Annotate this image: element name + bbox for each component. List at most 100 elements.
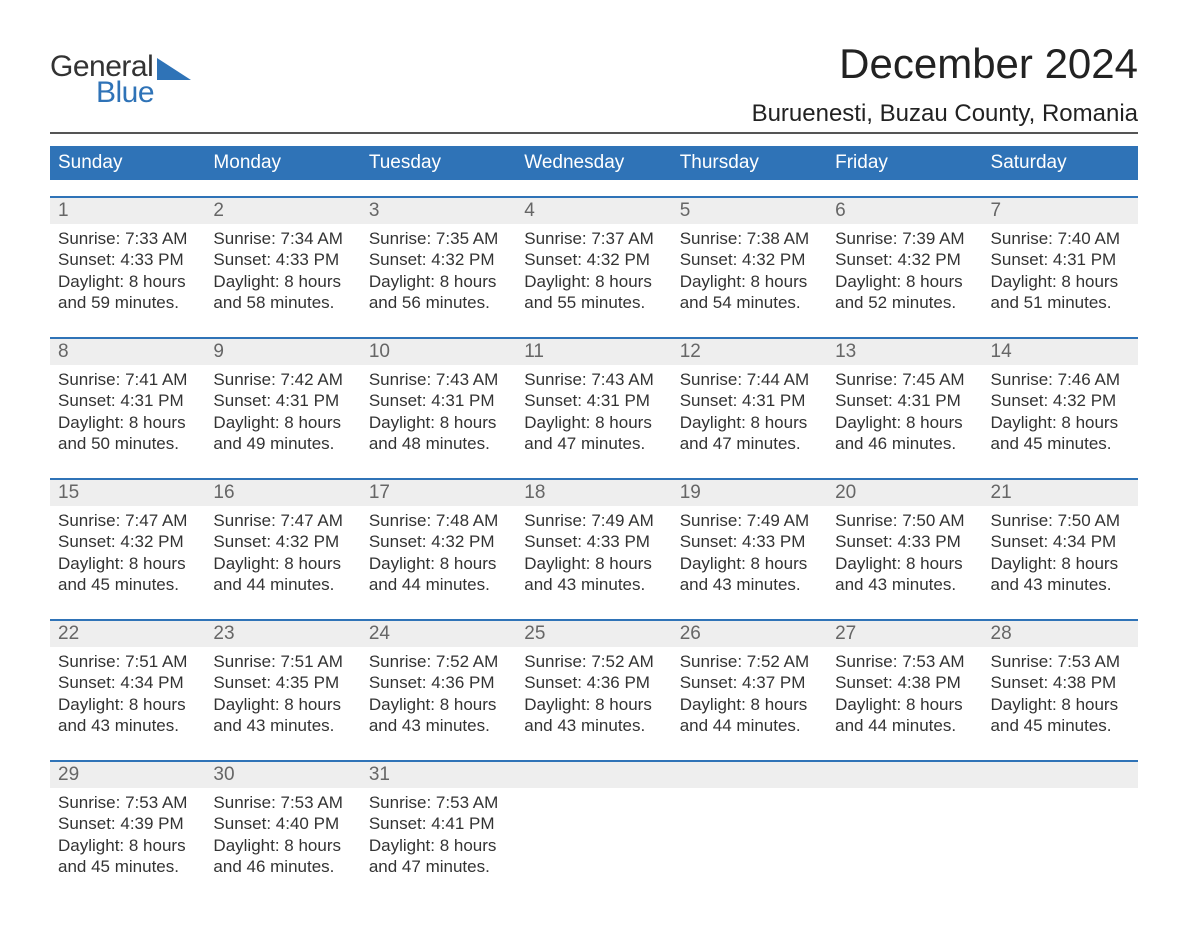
- sunrise-text: Sunrise: 7:52 AM: [369, 651, 508, 672]
- sunset-text: Sunset: 4:32 PM: [369, 249, 508, 270]
- day-cell: Sunrise: 7:51 AMSunset: 4:34 PMDaylight:…: [50, 647, 205, 744]
- daylight-line2: and 43 minutes.: [680, 574, 819, 595]
- day-cell: Sunrise: 7:53 AMSunset: 4:41 PMDaylight:…: [361, 788, 516, 885]
- daylight-line1: Daylight: 8 hours: [524, 694, 663, 715]
- brand-logo: General Blue: [50, 52, 191, 108]
- weekday-header: Sunday: [50, 146, 205, 180]
- daylight-line2: and 44 minutes.: [835, 715, 974, 736]
- sunrise-text: Sunrise: 7:47 AM: [213, 510, 352, 531]
- sunrise-text: Sunrise: 7:51 AM: [213, 651, 352, 672]
- daylight-line2: and 54 minutes.: [680, 292, 819, 313]
- day-cell: Sunrise: 7:49 AMSunset: 4:33 PMDaylight:…: [672, 506, 827, 603]
- day-number: 13: [827, 339, 982, 365]
- sunrise-text: Sunrise: 7:42 AM: [213, 369, 352, 390]
- day-number: [516, 762, 671, 788]
- sunrise-text: Sunrise: 7:53 AM: [58, 792, 197, 813]
- day-cell: Sunrise: 7:33 AMSunset: 4:33 PMDaylight:…: [50, 224, 205, 321]
- daylight-line1: Daylight: 8 hours: [524, 553, 663, 574]
- daylight-line2: and 55 minutes.: [524, 292, 663, 313]
- day-cell: Sunrise: 7:51 AMSunset: 4:35 PMDaylight:…: [205, 647, 360, 744]
- daylight-line2: and 47 minutes.: [524, 433, 663, 454]
- daylight-line2: and 43 minutes.: [991, 574, 1130, 595]
- sunset-text: Sunset: 4:31 PM: [524, 390, 663, 411]
- day-cell: Sunrise: 7:35 AMSunset: 4:32 PMDaylight:…: [361, 224, 516, 321]
- sunset-text: Sunset: 4:36 PM: [524, 672, 663, 693]
- daylight-line1: Daylight: 8 hours: [835, 553, 974, 574]
- day-cell: [672, 788, 827, 885]
- daylight-line1: Daylight: 8 hours: [58, 271, 197, 292]
- sunset-text: Sunset: 4:33 PM: [680, 531, 819, 552]
- daylight-line1: Daylight: 8 hours: [213, 835, 352, 856]
- daylight-line2: and 47 minutes.: [369, 856, 508, 877]
- day-body-row: Sunrise: 7:51 AMSunset: 4:34 PMDaylight:…: [50, 647, 1138, 744]
- sunrise-text: Sunrise: 7:50 AM: [835, 510, 974, 531]
- day-number-row: 1234567: [50, 198, 1138, 224]
- sunrise-text: Sunrise: 7:53 AM: [369, 792, 508, 813]
- day-number: 4: [516, 198, 671, 224]
- weekday-header: Tuesday: [361, 146, 516, 180]
- weekday-header-row: SundayMondayTuesdayWednesdayThursdayFrid…: [50, 146, 1138, 180]
- day-cell: Sunrise: 7:52 AMSunset: 4:36 PMDaylight:…: [361, 647, 516, 744]
- sunset-text: Sunset: 4:31 PM: [835, 390, 974, 411]
- day-number: 1: [50, 198, 205, 224]
- sunset-text: Sunset: 4:36 PM: [369, 672, 508, 693]
- day-cell: Sunrise: 7:49 AMSunset: 4:33 PMDaylight:…: [516, 506, 671, 603]
- sunrise-text: Sunrise: 7:53 AM: [213, 792, 352, 813]
- day-cell: Sunrise: 7:39 AMSunset: 4:32 PMDaylight:…: [827, 224, 982, 321]
- day-number: 3: [361, 198, 516, 224]
- sunset-text: Sunset: 4:38 PM: [835, 672, 974, 693]
- day-number: 16: [205, 480, 360, 506]
- day-number: 10: [361, 339, 516, 365]
- sunset-text: Sunset: 4:41 PM: [369, 813, 508, 834]
- day-cell: Sunrise: 7:42 AMSunset: 4:31 PMDaylight:…: [205, 365, 360, 462]
- daylight-line1: Daylight: 8 hours: [680, 694, 819, 715]
- day-number: 12: [672, 339, 827, 365]
- daylight-line1: Daylight: 8 hours: [58, 553, 197, 574]
- daylight-line2: and 43 minutes.: [213, 715, 352, 736]
- day-cell: Sunrise: 7:41 AMSunset: 4:31 PMDaylight:…: [50, 365, 205, 462]
- day-cell: [516, 788, 671, 885]
- day-cell: Sunrise: 7:52 AMSunset: 4:37 PMDaylight:…: [672, 647, 827, 744]
- day-number: 31: [361, 762, 516, 788]
- sunset-text: Sunset: 4:31 PM: [991, 249, 1130, 270]
- day-cell: [983, 788, 1138, 885]
- day-cell: Sunrise: 7:37 AMSunset: 4:32 PMDaylight:…: [516, 224, 671, 321]
- day-number: 27: [827, 621, 982, 647]
- day-cell: Sunrise: 7:50 AMSunset: 4:33 PMDaylight:…: [827, 506, 982, 603]
- sunset-text: Sunset: 4:39 PM: [58, 813, 197, 834]
- day-number: 17: [361, 480, 516, 506]
- day-cell: Sunrise: 7:43 AMSunset: 4:31 PMDaylight:…: [361, 365, 516, 462]
- daylight-line2: and 45 minutes.: [58, 856, 197, 877]
- sunrise-text: Sunrise: 7:39 AM: [835, 228, 974, 249]
- daylight-line1: Daylight: 8 hours: [524, 271, 663, 292]
- day-cell: Sunrise: 7:52 AMSunset: 4:36 PMDaylight:…: [516, 647, 671, 744]
- day-cell: Sunrise: 7:38 AMSunset: 4:32 PMDaylight:…: [672, 224, 827, 321]
- daylight-line1: Daylight: 8 hours: [991, 694, 1130, 715]
- sunrise-text: Sunrise: 7:51 AM: [58, 651, 197, 672]
- sunrise-text: Sunrise: 7:34 AM: [213, 228, 352, 249]
- day-body-row: Sunrise: 7:33 AM Sunset: 4:33 PM Daylight:…: [50, 224, 1138, 321]
- daylight-line1: Daylight: 8 hours: [369, 553, 508, 574]
- day-number: 7: [983, 198, 1138, 224]
- day-number: 8: [50, 339, 205, 365]
- sunset-text: Sunset: 4:32 PM: [369, 531, 508, 552]
- day-body-row: Sunrise: 7:47 AMSunset: 4:32 PMDaylight:…: [50, 506, 1138, 603]
- sunset-text: Sunset: 4:33 PM: [213, 249, 352, 270]
- daylight-line2: and 43 minutes.: [58, 715, 197, 736]
- sunrise-text: Sunrise: 7:41 AM: [58, 369, 197, 390]
- daylight-line1: Daylight: 8 hours: [369, 835, 508, 856]
- sunset-text: Sunset: 4:35 PM: [213, 672, 352, 693]
- sunrise-text: Sunrise: 7:52 AM: [524, 651, 663, 672]
- day-cell: Sunrise: 7:43 AMSunset: 4:31 PMDaylight:…: [516, 365, 671, 462]
- weekday-header: Wednesday: [516, 146, 671, 180]
- sunset-text: Sunset: 4:32 PM: [991, 390, 1130, 411]
- daylight-line1: Daylight: 8 hours: [991, 553, 1130, 574]
- sunrise-text: Sunrise: 7:52 AM: [680, 651, 819, 672]
- day-body-row: Sunrise: 7:53 AMSunset: 4:39 PMDaylight:…: [50, 788, 1138, 885]
- sunset-text: Sunset: 4:31 PM: [369, 390, 508, 411]
- day-number: 30: [205, 762, 360, 788]
- sunrise-text: Sunrise: 7:33 AM: [58, 228, 197, 249]
- day-number-row: 293031: [50, 762, 1138, 788]
- daylight-line1: Daylight: 8 hours: [835, 694, 974, 715]
- day-cell: [827, 788, 982, 885]
